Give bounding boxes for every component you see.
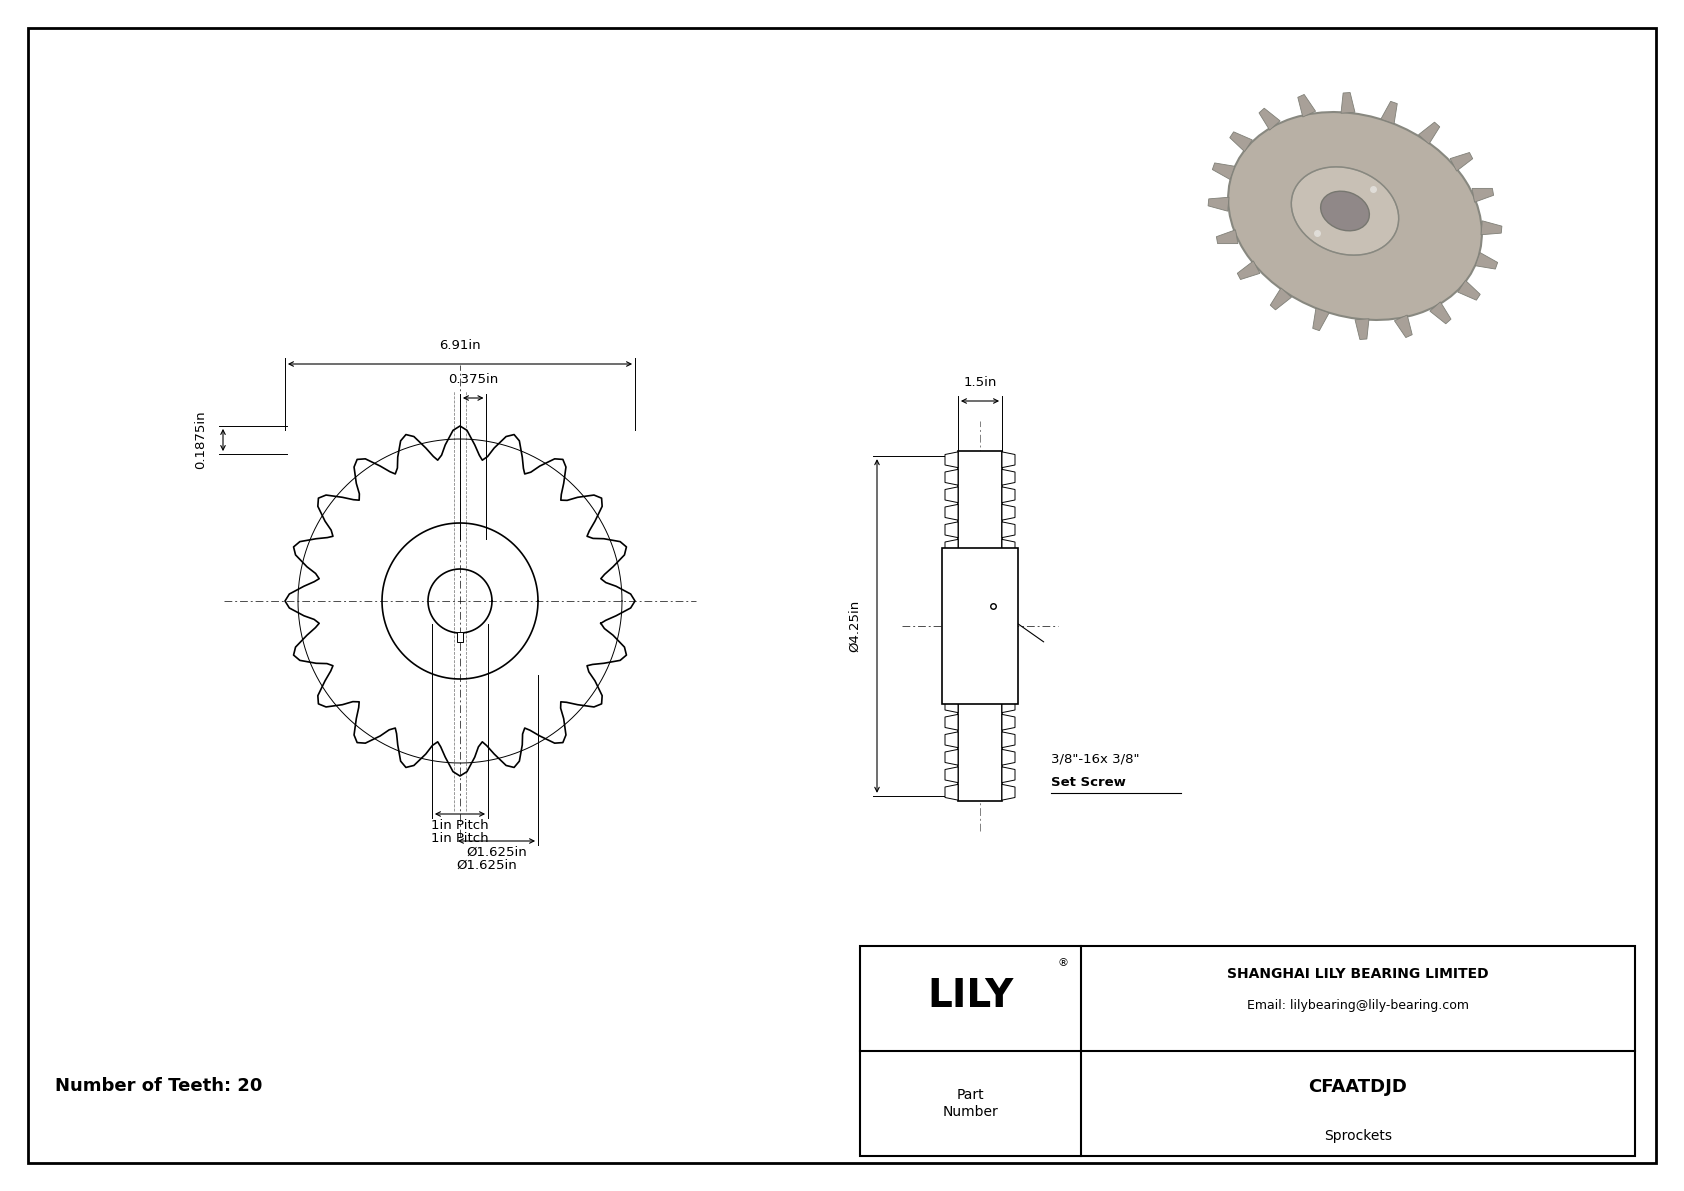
Polygon shape	[945, 749, 958, 765]
Bar	[941, 548, 1019, 704]
Text: 1.5in: 1.5in	[963, 376, 997, 389]
Polygon shape	[1430, 301, 1452, 324]
Text: Number of Teeth: 20: Number of Teeth: 20	[56, 1077, 263, 1095]
Text: Ø4.25in: Ø4.25in	[849, 600, 862, 653]
Polygon shape	[945, 592, 958, 607]
Polygon shape	[1002, 574, 1015, 590]
Polygon shape	[1002, 785, 1015, 800]
Polygon shape	[1450, 152, 1474, 172]
Text: Sprockets: Sprockets	[1324, 1129, 1393, 1143]
Text: 0.1875in: 0.1875in	[194, 411, 207, 469]
Polygon shape	[945, 644, 958, 660]
Polygon shape	[1002, 504, 1015, 520]
Polygon shape	[945, 626, 958, 643]
Polygon shape	[1298, 94, 1315, 117]
Polygon shape	[1216, 230, 1238, 244]
Polygon shape	[1002, 697, 1015, 712]
Polygon shape	[1458, 280, 1480, 300]
Polygon shape	[945, 540, 958, 555]
Polygon shape	[945, 469, 958, 485]
Ellipse shape	[1292, 167, 1399, 255]
Polygon shape	[945, 504, 958, 520]
Polygon shape	[1002, 557, 1015, 573]
Polygon shape	[945, 487, 958, 503]
Polygon shape	[1212, 163, 1234, 180]
Polygon shape	[1002, 522, 1015, 537]
Ellipse shape	[1320, 192, 1369, 231]
Polygon shape	[1002, 626, 1015, 643]
Polygon shape	[945, 662, 958, 678]
Text: CFAATDJD: CFAATDJD	[1308, 1078, 1408, 1096]
Polygon shape	[1394, 314, 1413, 337]
Polygon shape	[1418, 123, 1440, 144]
Polygon shape	[1002, 679, 1015, 696]
Polygon shape	[1480, 220, 1502, 235]
Text: Email: lilybearing@lily-bearing.com: Email: lilybearing@lily-bearing.com	[1246, 999, 1468, 1012]
Polygon shape	[945, 557, 958, 573]
Polygon shape	[1475, 252, 1497, 269]
Polygon shape	[1002, 540, 1015, 555]
Polygon shape	[945, 679, 958, 696]
Polygon shape	[1002, 749, 1015, 765]
Polygon shape	[945, 574, 958, 590]
Polygon shape	[1002, 644, 1015, 660]
Polygon shape	[945, 767, 958, 782]
Text: 0.375in: 0.375in	[448, 373, 498, 386]
Polygon shape	[1314, 308, 1329, 331]
Polygon shape	[1002, 662, 1015, 678]
Polygon shape	[945, 785, 958, 800]
Polygon shape	[1002, 487, 1015, 503]
Text: Ø1.625in: Ø1.625in	[456, 859, 517, 872]
Polygon shape	[945, 715, 958, 730]
Text: Part
Number: Part Number	[943, 1089, 999, 1118]
Polygon shape	[1207, 198, 1229, 211]
Polygon shape	[1002, 610, 1015, 625]
Text: Ø1.625in: Ø1.625in	[466, 846, 527, 859]
Text: 1in Pitch: 1in Pitch	[431, 819, 488, 833]
Polygon shape	[1002, 732, 1015, 748]
Polygon shape	[1002, 592, 1015, 607]
Polygon shape	[1260, 108, 1280, 130]
Polygon shape	[945, 522, 958, 537]
Polygon shape	[1238, 261, 1260, 280]
Polygon shape	[1381, 101, 1398, 124]
Text: Set Screw: Set Screw	[1051, 777, 1127, 788]
Polygon shape	[945, 610, 958, 625]
Text: 3/8"-16x 3/8": 3/8"-16x 3/8"	[1051, 753, 1140, 766]
Polygon shape	[945, 732, 958, 748]
Polygon shape	[1356, 319, 1369, 339]
Polygon shape	[1002, 767, 1015, 782]
Polygon shape	[1002, 469, 1015, 485]
Polygon shape	[945, 697, 958, 712]
Polygon shape	[1229, 132, 1253, 151]
Polygon shape	[1270, 288, 1292, 310]
Text: ®: ®	[1058, 958, 1068, 968]
Bar	[861, 946, 1635, 1156]
Polygon shape	[1002, 715, 1015, 730]
Text: SHANGHAI LILY BEARING LIMITED: SHANGHAI LILY BEARING LIMITED	[1228, 967, 1489, 981]
Bar	[458, 632, 463, 642]
Polygon shape	[1002, 451, 1015, 468]
Bar	[958, 451, 1002, 802]
Ellipse shape	[1228, 112, 1482, 320]
Text: 6.91in: 6.91in	[440, 339, 482, 353]
Text: 1in Pitch: 1in Pitch	[431, 833, 488, 844]
Polygon shape	[1340, 93, 1356, 113]
Text: LILY: LILY	[928, 978, 1014, 1016]
Polygon shape	[945, 451, 958, 468]
Polygon shape	[1472, 188, 1494, 202]
